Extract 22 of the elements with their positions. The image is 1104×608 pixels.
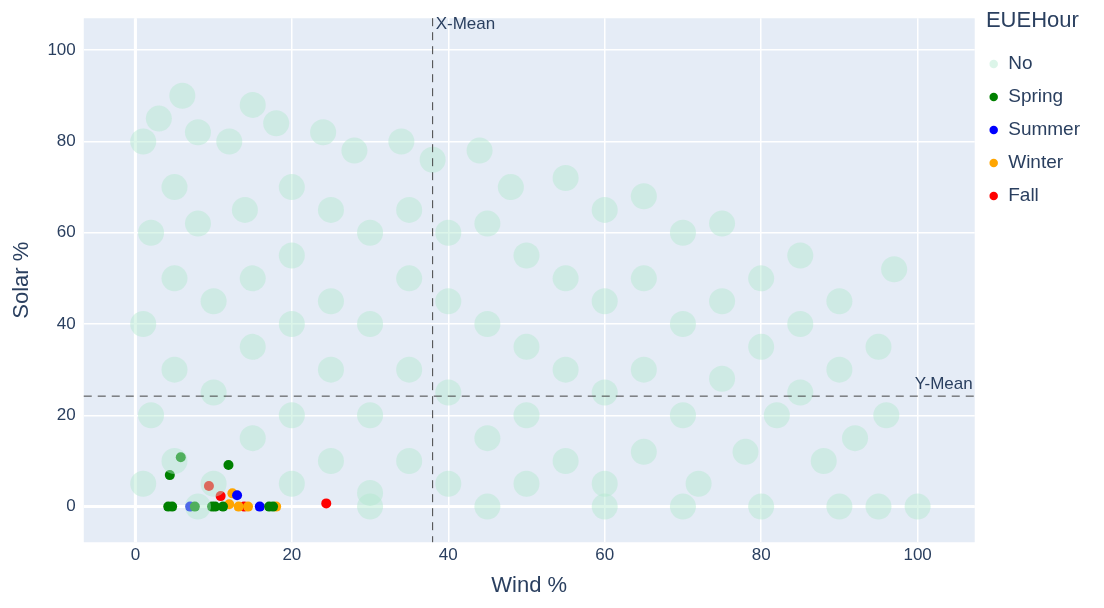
x-tick-label: 0 bbox=[130, 545, 141, 565]
x-tick-label: 20 bbox=[282, 545, 302, 565]
y-tick-label: 20 bbox=[56, 405, 76, 424]
x-tick-label: 100 bbox=[903, 545, 932, 565]
legend-label: Summer bbox=[1008, 118, 1081, 140]
legend-title: EUEHour bbox=[985, 7, 1079, 33]
legend-label: No bbox=[1008, 52, 1033, 74]
ref-line-label: X-Mean bbox=[435, 14, 496, 34]
y-tick-label: 40 bbox=[56, 313, 76, 333]
x-tick-label: 60 bbox=[595, 545, 615, 565]
y-tick-label: 60 bbox=[56, 222, 76, 242]
x-axis-title: Wind % bbox=[491, 571, 568, 597]
x-tick-label: 80 bbox=[751, 545, 771, 565]
legend-label: Fall bbox=[1008, 184, 1039, 206]
y-tick-label: 80 bbox=[56, 131, 76, 151]
x-tick-label: 40 bbox=[438, 545, 458, 565]
y-axis-title: Solar % bbox=[8, 241, 34, 319]
ref-line-label: Y-Mean bbox=[914, 374, 973, 394]
y-tick-label: 100 bbox=[47, 39, 76, 59]
legend-label: Winter bbox=[1008, 151, 1064, 173]
y-tick-label: 0 bbox=[66, 496, 76, 516]
legend-label: Spring bbox=[1008, 85, 1064, 107]
